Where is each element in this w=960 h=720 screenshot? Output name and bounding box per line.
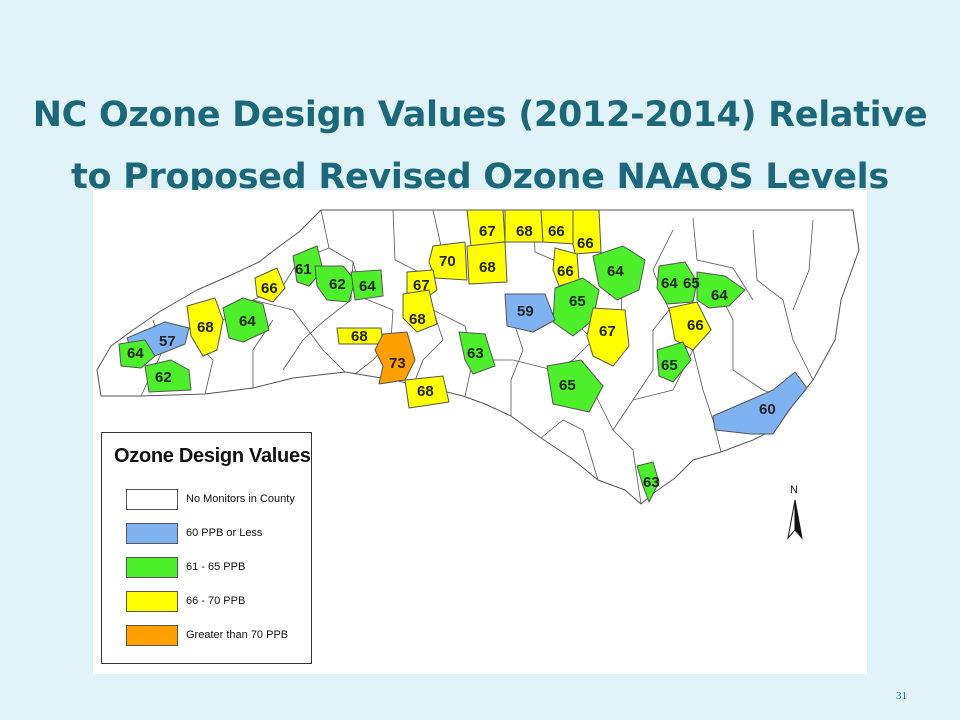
county-shape bbox=[404, 375, 450, 409]
county-shape bbox=[546, 359, 604, 413]
legend-item-60-or-less: 60 PPB or Less bbox=[126, 523, 306, 545]
monitor-value: 67 bbox=[413, 277, 430, 294]
monitor-value: 68 bbox=[479, 259, 496, 276]
monitor-value: 64 bbox=[607, 263, 624, 280]
monitor-value: 66 bbox=[577, 235, 594, 252]
monitor-value: 64 bbox=[711, 287, 728, 304]
title-line-1: NC Ozone Design Values (2012-2014) Relat… bbox=[32, 95, 928, 135]
monitor-value: 65 bbox=[569, 293, 586, 310]
legend-item-greater-70: Greater than 70 PPB bbox=[126, 625, 306, 647]
legend-label: 66 - 70 PPB bbox=[186, 595, 246, 607]
monitor-value: 57 bbox=[159, 333, 176, 350]
monitor-value: 64 bbox=[239, 313, 256, 330]
monitor-value: 59 bbox=[517, 303, 534, 320]
legend-item-66-70: 66 - 70 PPB bbox=[126, 591, 306, 613]
legend-swatch bbox=[126, 489, 178, 510]
monitor-value: 67 bbox=[479, 223, 496, 240]
county-shape bbox=[696, 271, 746, 309]
county-shape bbox=[314, 265, 356, 303]
legend-item-no-monitors: No Monitors in County bbox=[126, 489, 306, 511]
monitor-value: 62 bbox=[329, 276, 346, 293]
county-shape bbox=[586, 307, 630, 367]
monitor-value: 68 bbox=[417, 383, 434, 400]
monitor-value: 66 bbox=[261, 280, 278, 297]
north-label: N bbox=[790, 484, 798, 496]
monitor-value-labels: 67 68 66 66 70 68 66 64 61 62 64 66 67 6… bbox=[127, 223, 776, 491]
north-arrow-icon: N bbox=[783, 482, 807, 544]
monitor-value: 61 bbox=[295, 261, 312, 278]
legend-swatch bbox=[126, 557, 178, 578]
county-shape bbox=[668, 301, 712, 351]
legend-swatch bbox=[126, 625, 178, 646]
county-shape bbox=[374, 331, 416, 385]
monitor-value: 65 bbox=[661, 357, 678, 374]
county-shape bbox=[656, 341, 692, 383]
county-shape bbox=[402, 289, 438, 333]
county-shape bbox=[350, 269, 384, 301]
monitor-value: 64 bbox=[661, 275, 678, 292]
nc-county-map: 67 68 66 66 70 68 66 64 61 62 64 66 67 6… bbox=[93, 190, 867, 674]
county-shape bbox=[144, 359, 192, 393]
county-shape bbox=[428, 241, 468, 281]
page-number: 31 bbox=[896, 690, 907, 702]
map-canvas: 67 68 66 66 70 68 66 64 61 62 64 66 67 6… bbox=[96, 209, 860, 505]
county-shape bbox=[186, 297, 224, 357]
legend-label: No Monitors in County bbox=[186, 493, 295, 505]
legend-item-61-65: 61 - 65 PPB bbox=[126, 557, 306, 579]
monitor-value: 66 bbox=[557, 263, 574, 280]
monitor-value: 60 bbox=[759, 401, 776, 418]
legend-swatch bbox=[126, 591, 178, 612]
monitor-value: 68 bbox=[351, 328, 368, 345]
monitor-value: 64 bbox=[127, 345, 144, 362]
map-legend: Ozone Design Values No Monitors in Count… bbox=[101, 432, 312, 664]
legend-label: 61 - 65 PPB bbox=[186, 561, 246, 573]
legend-label: 60 PPB or Less bbox=[186, 527, 263, 539]
county-shape bbox=[656, 261, 698, 305]
monitor-value: 68 bbox=[197, 319, 214, 336]
monitor-value: 66 bbox=[548, 223, 565, 240]
monitor-counties bbox=[118, 209, 808, 503]
monitor-value: 70 bbox=[439, 253, 456, 270]
county-shape bbox=[504, 293, 556, 333]
legend-swatch bbox=[126, 523, 178, 544]
county-shape bbox=[254, 267, 286, 303]
monitor-value: 73 bbox=[389, 355, 406, 372]
monitor-value: 65 bbox=[683, 275, 700, 292]
monitor-value: 64 bbox=[359, 278, 376, 295]
county-shape bbox=[636, 461, 660, 503]
slide-title: NC Ozone Design Values (2012-2014) Relat… bbox=[0, 84, 960, 208]
monitor-value: 63 bbox=[467, 345, 484, 362]
county-shape bbox=[466, 241, 508, 285]
county-shape bbox=[118, 339, 156, 369]
monitor-value: 65 bbox=[559, 377, 576, 394]
county-shape bbox=[458, 331, 496, 375]
monitor-value: 63 bbox=[643, 474, 660, 491]
monitor-value: 66 bbox=[687, 317, 704, 334]
monitor-value: 67 bbox=[599, 323, 616, 340]
county-shape bbox=[712, 371, 808, 435]
monitor-value: 68 bbox=[516, 223, 533, 240]
monitor-value: 68 bbox=[409, 311, 426, 328]
county-shape bbox=[222, 297, 270, 343]
monitor-value: 62 bbox=[155, 369, 172, 386]
county-shape bbox=[592, 245, 646, 301]
legend-title: Ozone Design Values bbox=[114, 445, 311, 467]
county-shape bbox=[572, 209, 602, 255]
legend-label: Greater than 70 PPB bbox=[186, 629, 289, 641]
